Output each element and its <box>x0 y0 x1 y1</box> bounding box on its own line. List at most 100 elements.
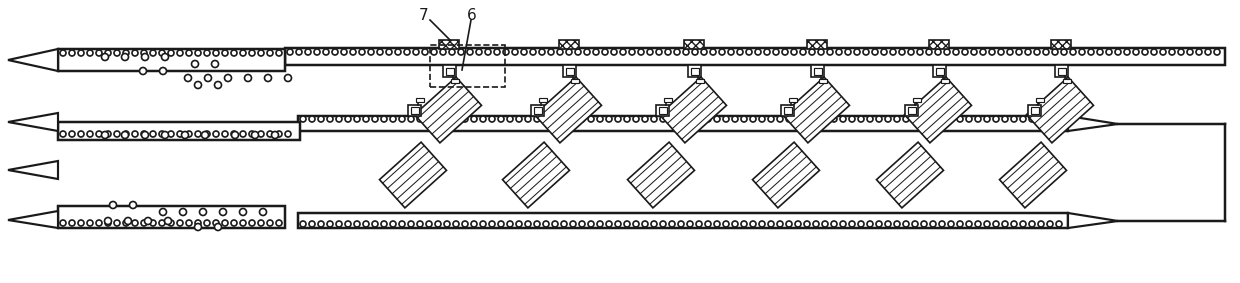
Circle shape <box>596 221 603 227</box>
Circle shape <box>161 132 169 138</box>
Polygon shape <box>414 77 481 143</box>
Circle shape <box>939 221 945 227</box>
Circle shape <box>284 74 291 82</box>
Circle shape <box>565 49 572 55</box>
Circle shape <box>949 116 954 122</box>
Bar <box>658 107 667 114</box>
Circle shape <box>408 221 414 227</box>
Circle shape <box>123 220 129 226</box>
Circle shape <box>579 221 585 227</box>
Circle shape <box>213 220 219 226</box>
Circle shape <box>849 116 856 122</box>
Circle shape <box>186 220 192 226</box>
Circle shape <box>186 50 192 56</box>
Circle shape <box>732 116 738 122</box>
Circle shape <box>191 61 198 68</box>
Circle shape <box>894 221 900 227</box>
Circle shape <box>480 116 486 122</box>
Circle shape <box>606 116 613 122</box>
Circle shape <box>249 220 255 226</box>
Circle shape <box>381 116 387 122</box>
Circle shape <box>615 221 621 227</box>
Circle shape <box>498 116 503 122</box>
Circle shape <box>123 50 129 56</box>
Circle shape <box>687 221 693 227</box>
Circle shape <box>579 116 585 122</box>
Circle shape <box>629 49 635 55</box>
Circle shape <box>231 131 237 137</box>
Bar <box>415 98 424 102</box>
Circle shape <box>186 131 192 137</box>
Circle shape <box>908 49 914 55</box>
Circle shape <box>512 49 518 55</box>
Circle shape <box>714 116 720 122</box>
Circle shape <box>808 49 815 55</box>
Circle shape <box>966 116 972 122</box>
Circle shape <box>231 50 237 56</box>
Circle shape <box>782 49 787 55</box>
Circle shape <box>141 131 148 137</box>
Circle shape <box>399 221 405 227</box>
Polygon shape <box>877 142 944 208</box>
Circle shape <box>750 116 756 122</box>
Circle shape <box>728 49 734 55</box>
Circle shape <box>624 221 630 227</box>
Circle shape <box>141 220 148 226</box>
Circle shape <box>372 116 378 122</box>
Circle shape <box>863 49 869 55</box>
Circle shape <box>921 221 928 227</box>
Circle shape <box>258 131 264 137</box>
Circle shape <box>552 221 558 227</box>
Circle shape <box>205 220 210 226</box>
Bar <box>408 105 422 116</box>
Circle shape <box>570 116 577 122</box>
Circle shape <box>1016 49 1022 55</box>
Circle shape <box>422 49 428 55</box>
Circle shape <box>944 49 950 55</box>
Circle shape <box>670 116 675 122</box>
Bar <box>565 68 574 75</box>
Circle shape <box>381 221 387 227</box>
Circle shape <box>675 49 680 55</box>
Circle shape <box>222 50 228 56</box>
Circle shape <box>160 209 166 215</box>
Circle shape <box>525 221 531 227</box>
Circle shape <box>124 218 131 224</box>
Circle shape <box>899 49 905 55</box>
Circle shape <box>114 131 120 137</box>
Circle shape <box>309 116 315 122</box>
Circle shape <box>458 49 464 55</box>
Circle shape <box>353 116 360 122</box>
Circle shape <box>1087 49 1094 55</box>
Circle shape <box>966 221 972 227</box>
Bar <box>443 65 456 77</box>
Circle shape <box>122 132 129 138</box>
Circle shape <box>596 116 603 122</box>
Circle shape <box>993 221 999 227</box>
Circle shape <box>259 209 267 215</box>
Circle shape <box>880 49 887 55</box>
Circle shape <box>1021 116 1025 122</box>
Circle shape <box>1029 116 1035 122</box>
Bar <box>813 68 822 75</box>
Circle shape <box>1133 49 1140 55</box>
Circle shape <box>69 131 74 137</box>
Circle shape <box>777 221 782 227</box>
Circle shape <box>161 53 169 61</box>
Circle shape <box>786 221 792 227</box>
Circle shape <box>696 221 702 227</box>
Circle shape <box>525 116 531 122</box>
Polygon shape <box>904 77 971 143</box>
Circle shape <box>440 49 446 55</box>
Bar <box>929 40 949 49</box>
Circle shape <box>632 116 639 122</box>
Circle shape <box>1097 49 1104 55</box>
Circle shape <box>122 53 129 61</box>
Circle shape <box>854 49 861 55</box>
Polygon shape <box>999 142 1066 208</box>
Circle shape <box>159 131 165 137</box>
Circle shape <box>399 116 405 122</box>
Circle shape <box>858 221 864 227</box>
Circle shape <box>911 221 918 227</box>
Circle shape <box>467 49 472 55</box>
